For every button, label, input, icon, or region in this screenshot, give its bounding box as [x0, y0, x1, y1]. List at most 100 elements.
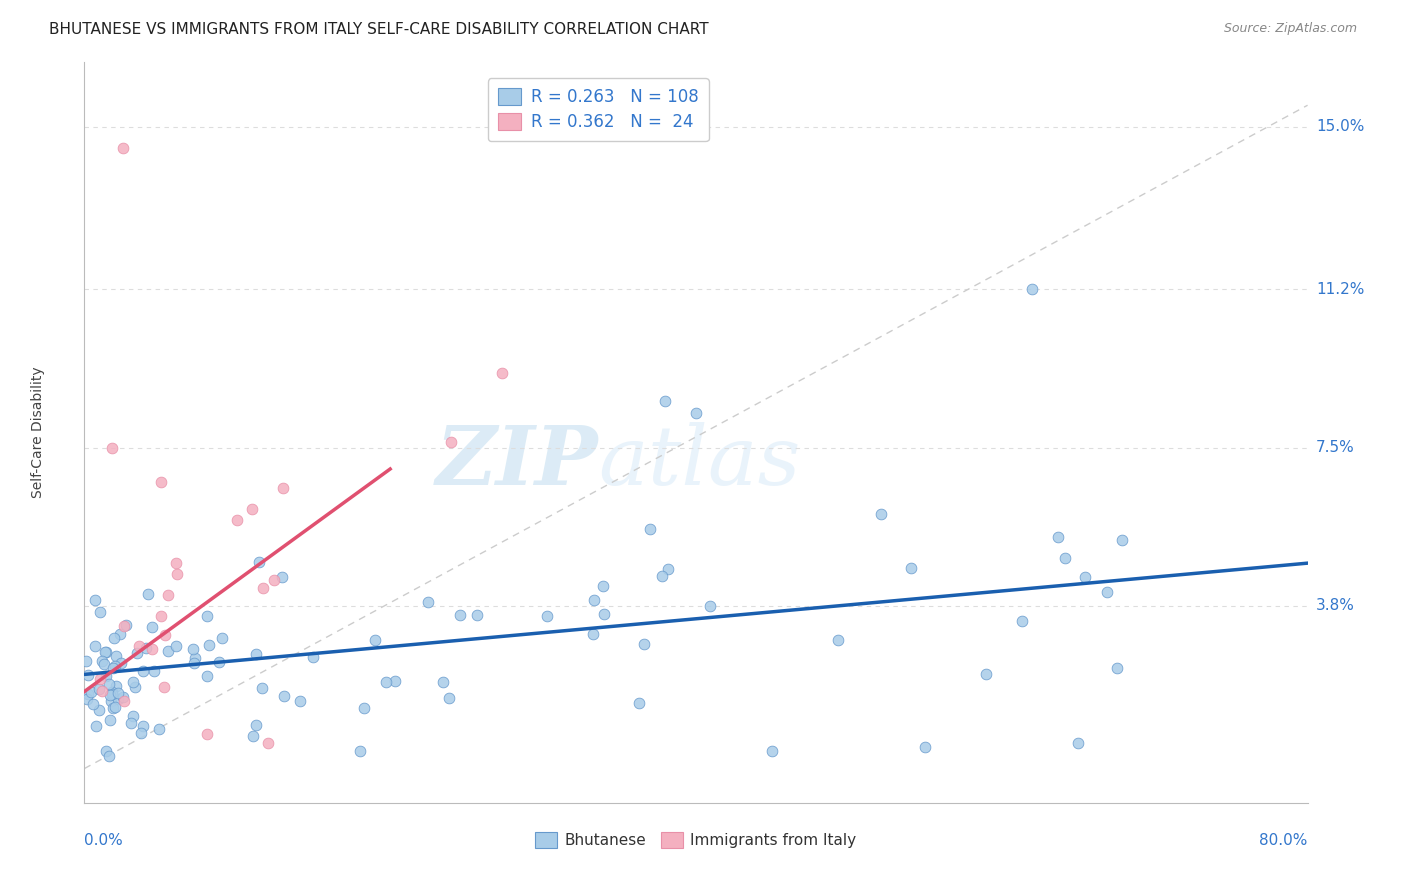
Point [211, 631, 233, 645]
Point [148, 723, 170, 737]
Point [465, 607, 488, 622]
Point [491, 366, 513, 380]
Text: BHUTANESE VS IMMIGRANTS FROM ITALY SELF-CARE DISABILITY CORRELATION CHART: BHUTANESE VS IMMIGRANTS FROM ITALY SELF-… [49, 22, 709, 37]
Point [135, 640, 157, 655]
Point [1021, 282, 1043, 296]
Point [245, 647, 267, 661]
Point [416, 595, 439, 609]
Point [97, 677, 120, 691]
Point [1105, 661, 1128, 675]
Point [252, 681, 274, 695]
Text: ZIP: ZIP [436, 422, 598, 502]
Point [89, 673, 111, 687]
Point [96, 644, 118, 658]
Point [183, 657, 205, 671]
Point [105, 679, 128, 693]
Point [257, 736, 280, 750]
Point [93, 657, 115, 671]
Point [125, 646, 148, 660]
Point [1111, 533, 1133, 547]
Point [100, 694, 122, 708]
Point [131, 719, 153, 733]
Point [105, 648, 128, 663]
Point [75, 655, 97, 669]
Point [104, 659, 127, 673]
Point [136, 587, 159, 601]
Point [82, 697, 104, 711]
Point [273, 689, 295, 703]
Point [583, 592, 606, 607]
Text: 7.5%: 7.5% [1316, 440, 1354, 455]
Point [900, 561, 922, 575]
Point [699, 599, 721, 613]
Point [103, 701, 125, 715]
Point [914, 740, 936, 755]
Point [353, 700, 375, 714]
Point [94, 744, 117, 758]
Point [657, 562, 679, 576]
Point [101, 684, 124, 698]
Point [252, 581, 274, 595]
Point [107, 686, 129, 700]
Point [384, 673, 406, 688]
Point [115, 618, 138, 632]
Point [245, 717, 267, 731]
Text: 3.8%: 3.8% [1316, 599, 1355, 614]
Point [375, 675, 398, 690]
Point [1047, 530, 1070, 544]
Point [110, 657, 132, 671]
Point [627, 696, 650, 710]
Point [593, 607, 616, 622]
Point [101, 687, 124, 701]
Point [242, 729, 264, 743]
Point [432, 675, 454, 690]
Point [149, 608, 172, 623]
Point [195, 668, 218, 682]
Point [111, 141, 134, 155]
Point [104, 699, 127, 714]
Point [112, 690, 135, 705]
Point [129, 726, 152, 740]
Point [976, 667, 998, 681]
Point [349, 744, 371, 758]
Legend: Bhutanese, Immigrants from Italy: Bhutanese, Immigrants from Italy [529, 826, 863, 855]
Text: atlas: atlas [598, 422, 800, 502]
Point [1095, 585, 1118, 599]
Point [155, 628, 177, 642]
Point [761, 744, 783, 758]
Text: Source: ZipAtlas.com: Source: ZipAtlas.com [1223, 22, 1357, 36]
Point [165, 639, 187, 653]
Point [107, 692, 129, 706]
Point [149, 475, 172, 489]
Point [122, 709, 145, 723]
Point [440, 435, 463, 450]
Point [132, 665, 155, 679]
Point [76, 691, 98, 706]
Point [166, 567, 188, 582]
Text: 15.0%: 15.0% [1316, 120, 1364, 134]
Point [124, 680, 146, 694]
Point [226, 513, 249, 527]
Point [536, 608, 558, 623]
Point [288, 693, 311, 707]
Point [94, 669, 117, 683]
Point [364, 632, 387, 647]
Point [302, 650, 325, 665]
Point [86, 719, 108, 733]
Point [638, 522, 661, 536]
Point [83, 639, 105, 653]
Point [90, 683, 112, 698]
Point [128, 640, 150, 654]
Point [120, 716, 142, 731]
Point [592, 579, 614, 593]
Point [157, 588, 180, 602]
Point [141, 641, 163, 656]
Point [1011, 614, 1033, 628]
Point [165, 556, 187, 570]
Point [183, 650, 205, 665]
Point [195, 608, 218, 623]
Point [198, 639, 221, 653]
Point [98, 713, 121, 727]
Point [1067, 736, 1090, 750]
Point [271, 482, 294, 496]
